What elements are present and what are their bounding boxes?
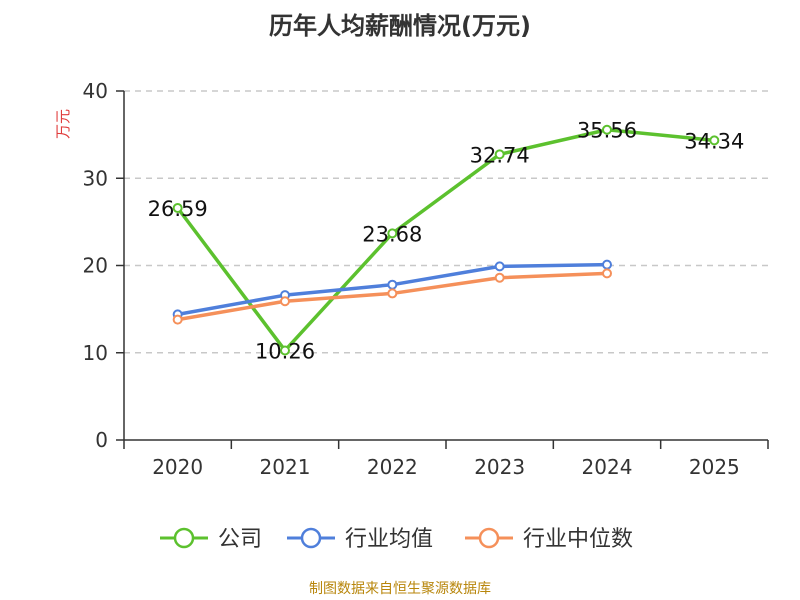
data-label: 10.26 xyxy=(255,339,315,363)
data-point xyxy=(602,259,612,270)
data-point xyxy=(494,272,505,283)
y-tick-label: 30 xyxy=(83,166,108,190)
x-tick-label: 2021 xyxy=(260,455,311,479)
data-point xyxy=(709,135,720,146)
x-tick-label: 2023 xyxy=(474,455,525,479)
legend-label-0: 公司 xyxy=(218,527,262,552)
data-label: 23.68 xyxy=(362,222,422,246)
data-point xyxy=(602,268,612,279)
data-point xyxy=(280,296,290,307)
data-point xyxy=(280,345,290,356)
data-point xyxy=(172,314,183,325)
data-label: 34.34 xyxy=(684,129,744,153)
source-note: 制图数据来自恒生聚源数据库 xyxy=(309,581,491,597)
y-axis-unit-label: 万元 xyxy=(54,109,72,139)
x-tick-label: 2022 xyxy=(367,455,418,479)
data-label: 32.74 xyxy=(470,143,530,167)
y-tick-label: 20 xyxy=(83,254,108,278)
legend-marker-0 xyxy=(173,527,195,549)
legend-marker-2 xyxy=(478,527,500,549)
data-point xyxy=(387,288,398,299)
data-point xyxy=(602,124,612,135)
chart-title: 历年人均薪酬情况(万元) xyxy=(269,12,531,40)
x-tick-label: 2025 xyxy=(689,455,740,479)
legend-marker-1 xyxy=(300,527,322,549)
x-tick-label: 2020 xyxy=(152,455,203,479)
data-point xyxy=(387,279,398,290)
data-label: 35.56 xyxy=(577,119,637,143)
legend-label-2: 行业中位数 xyxy=(523,527,633,552)
x-tick-label: 2024 xyxy=(582,455,633,479)
data-point xyxy=(494,261,505,272)
series-line-0 xyxy=(176,127,715,353)
data-point xyxy=(387,228,398,239)
data-point xyxy=(172,203,183,214)
y-tick-label: 40 xyxy=(83,79,108,103)
y-tick-label: 10 xyxy=(83,341,108,365)
y-tick-label: 0 xyxy=(95,428,108,452)
data-label: 26.59 xyxy=(148,197,208,221)
data-point xyxy=(494,149,505,160)
legend-label-1: 行业均值 xyxy=(345,527,433,552)
